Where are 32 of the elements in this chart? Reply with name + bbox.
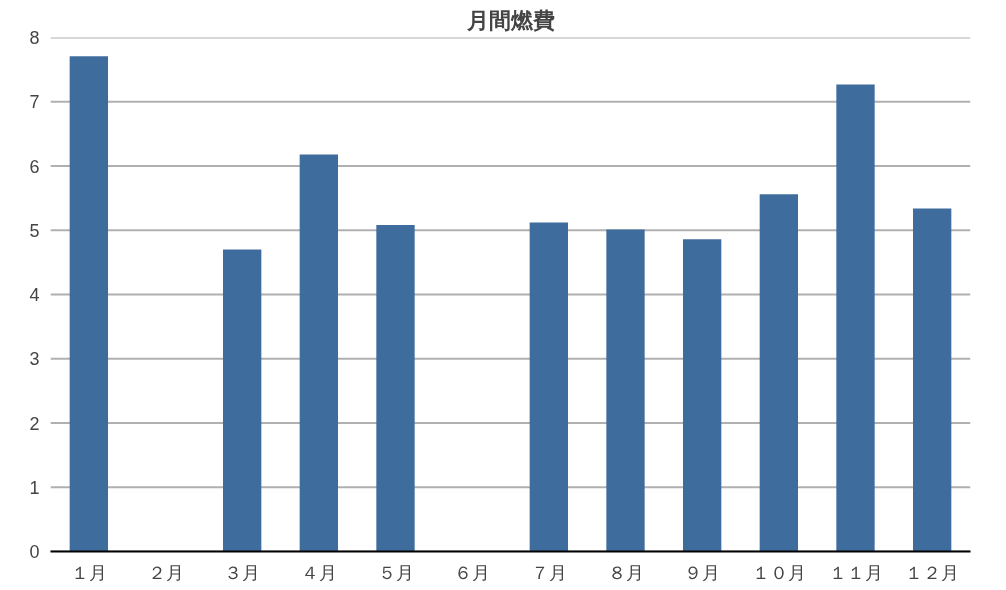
bar bbox=[529, 222, 568, 552]
x-tick-label: ３月 bbox=[224, 562, 261, 583]
y-tick-label: 8 bbox=[29, 28, 40, 48]
x-tick-label: ２月 bbox=[147, 562, 184, 583]
bar bbox=[683, 239, 722, 552]
x-tick-label: ４月 bbox=[300, 562, 337, 583]
x-tick-label: １２月 bbox=[905, 562, 960, 583]
y-tick-label: 2 bbox=[29, 413, 40, 434]
x-tick-label: ７月 bbox=[530, 562, 567, 583]
bar bbox=[759, 194, 798, 552]
x-tick-label: ９月 bbox=[684, 562, 721, 583]
x-tick-label: １１月 bbox=[828, 562, 883, 583]
y-tick-label: 1 bbox=[29, 477, 40, 498]
y-tick-label: 6 bbox=[29, 156, 40, 177]
y-tick-label: 3 bbox=[29, 349, 40, 370]
x-tick-label: ６月 bbox=[454, 562, 491, 583]
bar bbox=[913, 208, 952, 552]
bar bbox=[376, 225, 415, 552]
y-tick-label: 4 bbox=[29, 285, 40, 305]
x-tick-label: ８月 bbox=[607, 562, 644, 583]
x-tick-label: ５月 bbox=[377, 562, 414, 583]
y-tick-label: 0 bbox=[29, 542, 40, 562]
bar bbox=[836, 84, 875, 552]
y-tick-label: 7 bbox=[29, 92, 40, 113]
y-tick-label: 5 bbox=[29, 220, 40, 241]
x-tick-label: １月 bbox=[70, 562, 107, 583]
bar bbox=[606, 229, 645, 552]
bar bbox=[223, 249, 262, 552]
bar bbox=[69, 56, 108, 552]
bar bbox=[299, 154, 338, 552]
x-tick-label: １０月 bbox=[751, 562, 806, 583]
chart-title: 月間燃費 bbox=[465, 7, 555, 33]
